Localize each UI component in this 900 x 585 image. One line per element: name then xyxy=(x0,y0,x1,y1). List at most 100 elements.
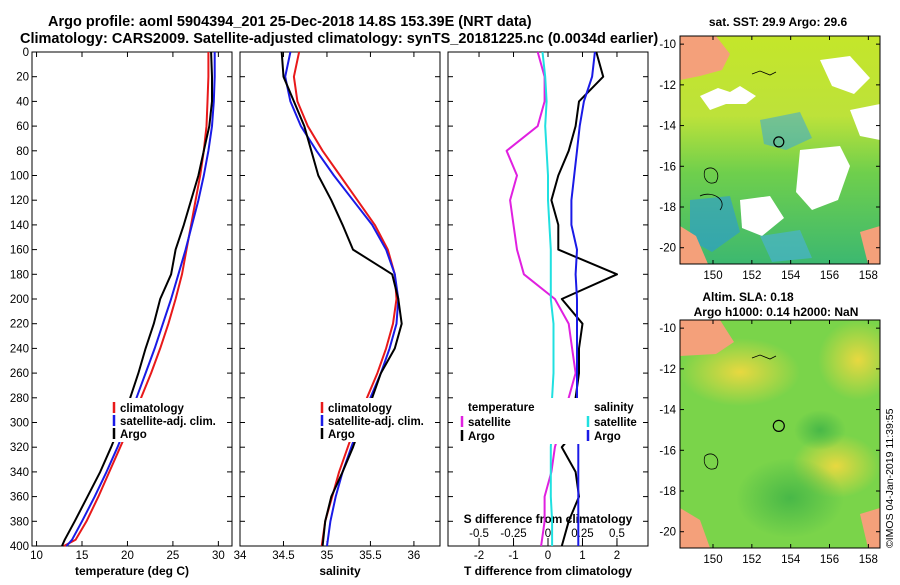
series-line-s-satellite-clim xyxy=(541,51,555,546)
sst-map xyxy=(680,36,880,264)
legend-box xyxy=(458,398,638,444)
depth-tick-label: 200 xyxy=(10,294,29,306)
series-line-t-satellite-clim xyxy=(505,51,577,547)
sla-map-frame xyxy=(679,319,881,549)
map-lon-label: 152 xyxy=(742,270,761,282)
depth-tick-label: 0 xyxy=(23,47,29,59)
temperature-panel: 0 20 40 60 80 100 120 140 160 180 200 220 240 260 280 3… xyxy=(10,47,233,578)
legend-entry: Argo xyxy=(594,431,621,443)
temperature-xtick-label: 30 xyxy=(212,550,225,562)
difference-xtick-label: 0 xyxy=(545,550,551,562)
sdiff-tick-label: 0.5 xyxy=(609,528,625,540)
temperature-xtick-label: 20 xyxy=(121,550,134,562)
sla-map-ticks: 150 152 154 156 158 -10 -12 -14 -16 -18 -20 xyxy=(659,320,880,566)
sst-island-contour xyxy=(751,70,777,76)
sdiff-tick-label: 0.25 xyxy=(571,528,593,540)
map-lon-label: 150 xyxy=(703,270,722,282)
legend-entry: satellite-adj. clim. xyxy=(328,416,424,428)
sst-cool-patch xyxy=(760,230,812,262)
legend-entry: satellite-adj. clim. xyxy=(120,416,216,428)
salinity-xtick-label: 35.5 xyxy=(359,550,381,562)
sla-reef-contour xyxy=(703,453,719,470)
sdiff-tick-label: -0.5 xyxy=(469,528,489,540)
depth-tick-label: 360 xyxy=(10,492,29,504)
sst-reef-contour xyxy=(703,167,719,184)
difference-xtick-label: 2 xyxy=(614,550,620,562)
sst-landmass-coast xyxy=(860,226,880,264)
sst-cloud-patch xyxy=(740,196,784,236)
map-lat-label: -18 xyxy=(659,202,676,214)
salinity-panel: 34 34.5 35 35.5 36 salinity climatologysatelli… xyxy=(234,51,441,578)
legend-entry: Argo xyxy=(328,429,355,441)
difference-xtick-label: 1 xyxy=(579,550,585,562)
sst-cloud-patch xyxy=(700,86,756,110)
map-lat-label: -16 xyxy=(659,445,676,457)
legend-entry: Argo xyxy=(468,431,495,443)
sst-cloud-patch xyxy=(850,104,880,140)
series-line-s-argo-clim xyxy=(570,51,596,546)
depth-tick-label: 20 xyxy=(16,72,29,84)
sst-landmass-newguinea xyxy=(680,36,730,80)
salinity-xtick-label: 34.5 xyxy=(272,550,294,562)
sla-island-contour xyxy=(751,354,777,360)
legend-entry: Argo xyxy=(120,429,147,441)
series-line-argo xyxy=(61,51,213,547)
series-line-climatology xyxy=(63,52,210,547)
depth-tick-label: 220 xyxy=(10,319,29,331)
sla-high-patch xyxy=(680,338,800,406)
legend-salinity-heading: salinity xyxy=(594,402,634,414)
legend-temperature-heading: temperature xyxy=(468,402,534,414)
legend-entry: satellite xyxy=(468,417,511,429)
legend-entry: satellite xyxy=(594,417,637,429)
difference-xtick-label: -1 xyxy=(508,550,518,562)
map-lon-label: 158 xyxy=(859,270,878,282)
legend-entry: climatology xyxy=(120,403,185,415)
difference-xlabel: T difference from climatology xyxy=(464,564,632,578)
map-lat-label: -12 xyxy=(659,80,676,92)
depth-tick-label: 40 xyxy=(16,96,29,108)
temperature-xtick-label: 15 xyxy=(76,550,89,562)
sst-map-ticks: 150 152 154 156 158 -10 -12 -14 -16 -18 -20 xyxy=(659,36,880,282)
profile-panels: 0204060801001201401601802002202402602803… xyxy=(10,47,649,578)
legend-box xyxy=(108,398,222,442)
sst-argo-marker xyxy=(773,136,785,148)
sla-low-patch xyxy=(736,458,844,538)
depth-tick-label: 160 xyxy=(10,245,29,257)
sst-cool-patch xyxy=(760,112,812,150)
difference-panel: -2 -1 0 1 2 T difference from climatology -0.5… xyxy=(447,51,649,578)
sla-landmass-australia xyxy=(680,508,710,548)
map-lat-label: -10 xyxy=(659,323,676,335)
legend-box xyxy=(316,398,430,442)
map-lat-label: -14 xyxy=(659,405,676,417)
map-lat-label: -14 xyxy=(659,121,676,133)
salinity-axes-frame xyxy=(239,51,441,547)
sdiff-axis-label: S difference from climatology xyxy=(464,512,633,526)
sla-map xyxy=(680,320,880,548)
difference-axes-frame xyxy=(447,51,649,547)
sst-map-title: sat. SST: 29.9 Argo: 29.6 xyxy=(709,15,848,29)
depth-tick-label: 400 xyxy=(10,541,29,553)
depth-tick-label: 120 xyxy=(10,195,29,207)
depth-tick-label: 100 xyxy=(10,171,29,183)
sla-landmass-newguinea xyxy=(680,320,734,356)
map-lon-label: 154 xyxy=(781,270,801,282)
salinity-xtick-label: 35 xyxy=(321,550,334,562)
header-line2: Climatology: CARS2009. Satellite-adjuste… xyxy=(20,31,658,47)
imos-watermark: ©IMOS 04-Jan-2019 11:39:55 xyxy=(884,408,896,548)
sla-argo-marker xyxy=(772,419,785,432)
sdiff-tick-label: -0.25 xyxy=(500,528,526,540)
depth-tick-label: 300 xyxy=(10,418,29,430)
depth-tick-label: 320 xyxy=(10,442,29,454)
map-lon-label: 156 xyxy=(820,554,839,566)
map-lon-label: 158 xyxy=(859,554,878,566)
map-lat-label: -10 xyxy=(659,39,676,51)
depth-tick-label: 60 xyxy=(16,121,29,133)
temperature-xtick-label: 25 xyxy=(167,550,180,562)
temperature-axes-frame xyxy=(31,51,233,547)
sst-cloud-patch xyxy=(796,146,850,210)
map-lat-label: -20 xyxy=(659,243,676,255)
series-line-satellite-adj-clim- xyxy=(65,52,216,547)
map-lat-label: -16 xyxy=(659,161,676,173)
